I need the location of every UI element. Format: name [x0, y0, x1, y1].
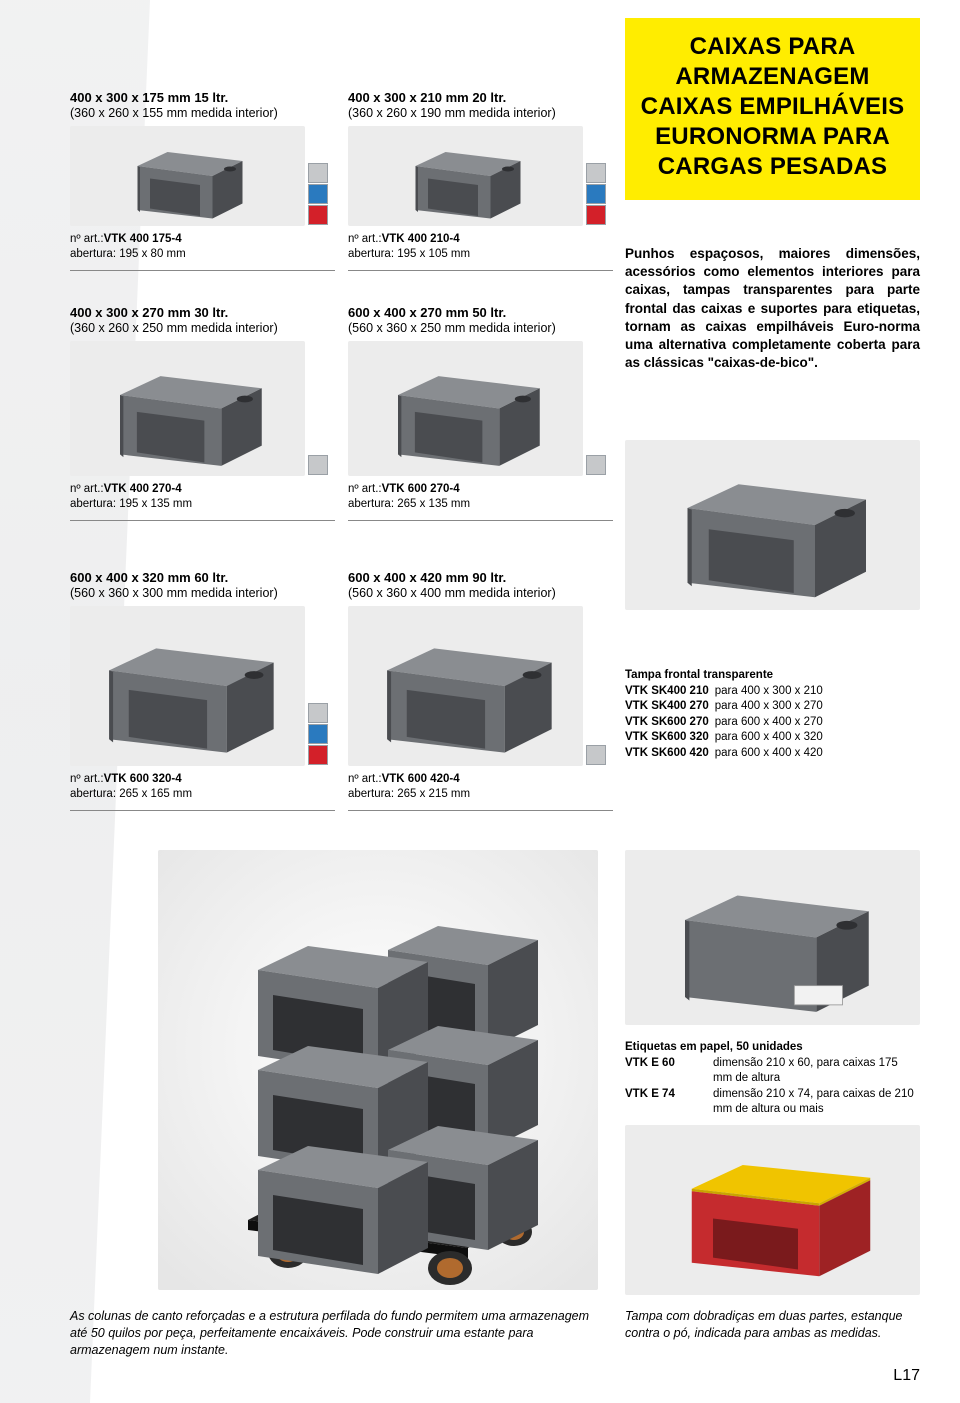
- color-swatch: [586, 184, 606, 204]
- page-title: CAIXAS PARA ARMAZENAGEM CAIXAS EMPILHÁVE…: [625, 18, 920, 200]
- divider: [70, 810, 335, 811]
- product-card: 400 x 300 x 270 mm 30 ltr. (360 x 260 x …: [70, 305, 335, 531]
- footer-caption-left: As colunas de canto reforçadas e a estru…: [70, 1308, 605, 1359]
- tampa-row: VTK SK600 320para 600 x 400 x 320: [625, 730, 920, 746]
- etiqueta-row: VTK E 60dimensão 210 x 60, para caixas 1…: [625, 1056, 920, 1087]
- divider: [348, 810, 613, 811]
- product-article: nº art.:VTK 600 420-4 abertura: 265 x 21…: [348, 772, 613, 802]
- product-dimensions: 400 x 300 x 210 mm 20 ltr. (360 x 260 x …: [348, 90, 613, 120]
- tampa-row: VTK SK400 210para 400 x 300 x 210: [625, 684, 920, 700]
- product-card: 400 x 300 x 210 mm 20 ltr. (360 x 260 x …: [348, 90, 613, 281]
- footer-caption-right: Tampa com dobradiças em duas partes, est…: [625, 1308, 920, 1342]
- color-swatch: [308, 745, 328, 765]
- redbox-image: [625, 1125, 920, 1295]
- product-image: [70, 341, 305, 476]
- color-swatch: [586, 745, 606, 765]
- tampa-frontal-block: Tampa frontal transparente VTK SK400 210…: [625, 660, 920, 761]
- color-swatches: [308, 703, 328, 765]
- product-image: [348, 126, 583, 226]
- divider: [348, 270, 613, 271]
- product-dimensions: 600 x 400 x 420 mm 90 ltr. (560 x 360 x …: [348, 570, 613, 600]
- intro-paragraph: Punhos espaçosos, maiores dimensões, ace…: [625, 245, 920, 373]
- side-example-image: [625, 440, 920, 610]
- product-article: nº art.:VTK 400 270-4 abertura: 195 x 13…: [70, 482, 335, 512]
- tampa-row: VTK SK600 420para 600 x 400 x 420: [625, 746, 920, 762]
- color-swatches: [586, 163, 606, 225]
- tampa-row: VTK SK600 270para 600 x 400 x 270: [625, 715, 920, 731]
- product-article: nº art.:VTK 400 210-4 abertura: 195 x 10…: [348, 232, 613, 262]
- product-card: 600 x 400 x 270 mm 50 ltr. (560 x 360 x …: [348, 305, 613, 531]
- color-swatch: [308, 163, 328, 183]
- color-swatch: [308, 455, 328, 475]
- color-swatches: [586, 455, 606, 475]
- color-swatch: [308, 703, 328, 723]
- product-card: 600 x 400 x 420 mm 90 ltr. (560 x 360 x …: [348, 570, 613, 821]
- tampa-header: Tampa frontal transparente: [625, 668, 920, 684]
- color-swatch: [586, 455, 606, 475]
- color-swatches: [308, 163, 328, 225]
- catalog-page: CAIXAS PARA ARMAZENAGEM CAIXAS EMPILHÁVE…: [0, 0, 960, 1403]
- etiqueta-row: VTK E 74dimensão 210 x 74, para caixas d…: [625, 1087, 920, 1118]
- page-number: L17: [893, 1367, 920, 1385]
- color-swatch: [308, 724, 328, 744]
- etiquetas-header: Etiquetas em papel, 50 unidades: [625, 1040, 920, 1056]
- divider: [348, 520, 613, 521]
- tampa-row: VTK SK400 270para 400 x 300 x 270: [625, 699, 920, 715]
- product-dimensions: 600 x 400 x 270 mm 50 ltr. (560 x 360 x …: [348, 305, 613, 335]
- color-swatch: [586, 163, 606, 183]
- product-article: nº art.:VTK 600 320-4 abertura: 265 x 16…: [70, 772, 335, 802]
- color-swatch: [308, 205, 328, 225]
- etiquetas-block: Etiquetas em papel, 50 unidades VTK E 60…: [625, 1032, 920, 1118]
- divider: [70, 270, 335, 271]
- color-swatches: [308, 455, 328, 475]
- product-image: [348, 341, 583, 476]
- color-swatches: [586, 745, 606, 765]
- product-dimensions: 400 x 300 x 175 mm 15 ltr. (360 x 260 x …: [70, 90, 335, 120]
- divider: [70, 520, 335, 521]
- color-swatch: [308, 184, 328, 204]
- stacked-dolly-image: [158, 850, 598, 1290]
- product-image: [348, 606, 583, 766]
- product-article: nº art.:VTK 600 270-4 abertura: 265 x 13…: [348, 482, 613, 512]
- product-card: 400 x 300 x 175 mm 15 ltr. (360 x 260 x …: [70, 90, 335, 281]
- product-dimensions: 400 x 300 x 270 mm 30 ltr. (360 x 260 x …: [70, 305, 335, 335]
- product-dimensions: 600 x 400 x 320 mm 60 ltr. (560 x 360 x …: [70, 570, 335, 600]
- product-article: nº art.:VTK 400 175-4 abertura: 195 x 80…: [70, 232, 335, 262]
- etiqueta-image: [625, 850, 920, 1025]
- product-image: [70, 606, 305, 766]
- color-swatch: [586, 205, 606, 225]
- product-image: [70, 126, 305, 226]
- product-card: 600 x 400 x 320 mm 60 ltr. (560 x 360 x …: [70, 570, 335, 821]
